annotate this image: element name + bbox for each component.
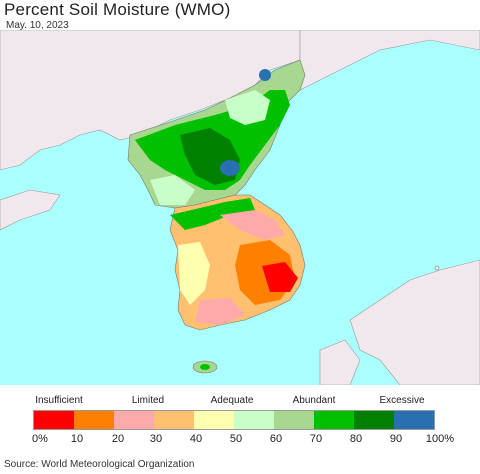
legend-swatch (74, 411, 114, 429)
shandong-peninsula (0, 189, 61, 231)
tick-label: 20 (111, 433, 125, 445)
legend-ticks: 0% 10 20 30 40 50 60 70 80 90 100% (0, 433, 480, 447)
tick-label: 70 (309, 433, 323, 445)
legend-abundant: Abundant (292, 395, 336, 406)
source-credit: Source: World Meteorological Organizatio… (4, 459, 195, 470)
legend-swatch (314, 411, 354, 429)
legend-insufficient: Insufficient (35, 395, 83, 406)
legend-swatch (274, 411, 314, 429)
japan-kyushu (319, 339, 361, 385)
sk-red-zone (262, 262, 298, 292)
tick-label: 40 (189, 433, 203, 445)
sk-pink-south (195, 298, 245, 325)
tick-label: 90 (389, 433, 403, 445)
legend-swatch (354, 411, 394, 429)
legend-color-bar (33, 410, 435, 430)
legend-swatch (34, 411, 74, 429)
tick-label: 30 (149, 433, 163, 445)
soil-moisture-map (0, 30, 480, 385)
tick-label: 0% (32, 433, 48, 445)
tick-label: 60 (269, 433, 283, 445)
sk-light-west (178, 242, 210, 305)
map-date: May. 10, 2023 (6, 20, 69, 31)
japan-land (349, 259, 480, 385)
tick-label: 10 (70, 433, 84, 445)
legend-swatch (194, 411, 234, 429)
jeju-center (200, 364, 210, 370)
legend-swatch (234, 411, 274, 429)
map-title: Percent Soil Moisture (WMO) (4, 0, 231, 19)
tick-label: 80 (349, 433, 363, 445)
tick-label: 50 (229, 433, 243, 445)
nk-excessive-north (259, 69, 271, 81)
legend-adequate: Adequate (210, 395, 254, 406)
legend-swatch (394, 411, 434, 429)
tick-label: 100% (425, 433, 455, 445)
nk-light-zone (225, 90, 270, 125)
legend-limited: Limited (131, 395, 165, 406)
sk-pink-zone (220, 210, 285, 240)
legend-swatch (114, 411, 154, 429)
nk-excessive-east (220, 160, 240, 176)
nk-light-zone-2 (150, 175, 195, 205)
legend-excessive: Excessive (379, 395, 425, 406)
legend-category-labels: Insufficient Limited Adequate Abundant E… (0, 395, 480, 409)
ulleung-island (434, 265, 440, 271)
sk-green-band (170, 198, 255, 230)
legend-swatch (154, 411, 194, 429)
